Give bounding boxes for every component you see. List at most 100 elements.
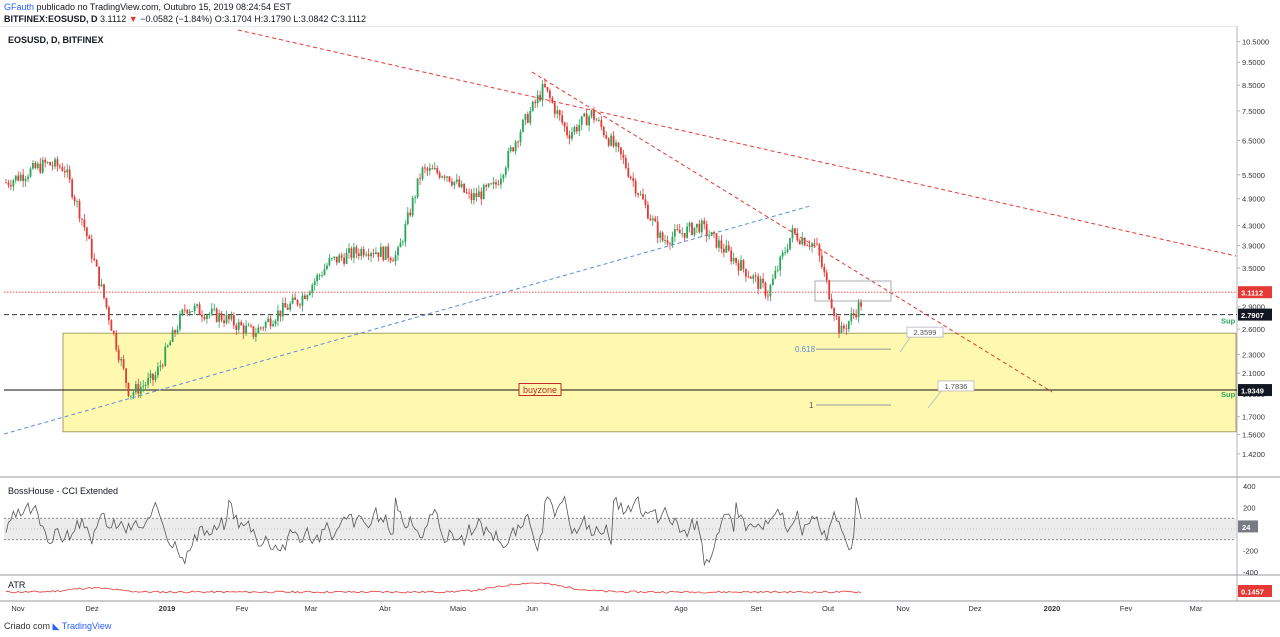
candle-body [696, 223, 698, 228]
candle-body [798, 240, 801, 245]
candle-body [149, 373, 152, 379]
buy-zone-rect [62, 332, 1237, 433]
candle-body [463, 183, 466, 193]
candle-body [130, 395, 132, 397]
candle-body [416, 178, 419, 198]
candle-body [100, 284, 103, 287]
candle-body [264, 321, 267, 328]
time-axis: Nov Dez 2019 Fev Mar Abr Maio Jun Jul Ago Set Out No… [11, 604, 1203, 613]
candle-body [389, 258, 392, 261]
candle-body [720, 240, 723, 249]
fib-callout-connector [899, 335, 912, 353]
tradingview-link[interactable]: TradingView [61, 621, 112, 631]
candle-body [122, 358, 125, 369]
candle-body [698, 223, 701, 233]
candle-body [357, 253, 360, 256]
symbol-name: BITFINEX:EOSUSD, D [4, 14, 98, 24]
candle-body [857, 302, 860, 318]
candle-body [752, 275, 755, 279]
candle-body [134, 384, 137, 393]
candle-body [784, 252, 786, 253]
candle-body [316, 275, 319, 282]
candle-body [272, 324, 274, 327]
candle-body [595, 119, 598, 121]
candle-body [598, 120, 600, 121]
candle-body [235, 325, 238, 330]
candle-body [639, 194, 642, 195]
candle-body [745, 268, 747, 277]
candle-body [512, 147, 515, 152]
candle-body [196, 304, 198, 306]
candle-body [269, 318, 272, 327]
candle-body [321, 275, 323, 276]
price-tick-label: 2.1000 [1242, 369, 1265, 378]
candle-body [308, 292, 311, 296]
candle-body [669, 243, 671, 245]
candle-body [294, 297, 296, 300]
candle-body [671, 236, 674, 245]
publish-line: GFauth publicado no TradingView.com, Out… [4, 2, 291, 12]
publish-text: publicado no TradingView.com, Outubro 15… [36, 2, 292, 12]
candle-body [568, 135, 571, 139]
candle-body [549, 90, 551, 98]
candle-body [237, 322, 240, 330]
candle-body [504, 167, 507, 175]
candle-body [649, 218, 652, 221]
candle-body [546, 86, 549, 91]
candle-body [370, 253, 372, 257]
candle-body [44, 159, 47, 163]
support-label: Sup [1221, 317, 1236, 326]
candle-body [250, 325, 252, 327]
candle-body [335, 256, 338, 263]
candle-body [203, 316, 206, 320]
candle-body [764, 282, 767, 296]
candle-body [676, 229, 679, 230]
fib-callout-connector [927, 389, 943, 409]
candle-body [615, 142, 617, 147]
time-tick-label: Dez [85, 604, 99, 613]
candle-body [683, 232, 686, 238]
candle-body [757, 276, 760, 289]
candle-body [681, 232, 684, 234]
candle-body [95, 260, 98, 267]
candle-body [487, 183, 490, 187]
candle-body [360, 248, 363, 256]
candle-body [402, 241, 404, 243]
candle-body [732, 257, 735, 262]
candle-body [154, 375, 157, 380]
author-link[interactable]: GFauth [4, 2, 35, 12]
chart-frame[interactable]: 0.618 2.3599 1 1.7836 buyzone Sup Sup EOSUSD, D… [0, 25, 1280, 619]
atr-title: ATR [8, 580, 26, 590]
candle-body [330, 257, 333, 259]
candle-body [387, 246, 390, 259]
time-tick-label: 2019 [159, 604, 176, 613]
price-badge [1238, 286, 1272, 299]
cci-panel: 400 200 -200 -400 24 [4, 482, 1258, 577]
candle-body [843, 325, 845, 329]
candle-body [284, 302, 287, 308]
candle-body [526, 114, 529, 123]
candle-body [32, 162, 34, 169]
candle-body [166, 345, 169, 347]
cci-tick-label: 400 [1243, 482, 1256, 491]
down-arrow-icon: ▼ [128, 14, 138, 24]
chart-svg[interactable]: 0.618 2.3599 1 1.7836 buyzone Sup Sup EOSUSD, D… [0, 25, 1280, 619]
candle-body [255, 333, 257, 337]
candle-body [181, 309, 184, 315]
price-tick-label: 1.4200 [1242, 450, 1265, 459]
candle-body [458, 179, 461, 187]
cci-title: BossHouse - CCI Extended [8, 486, 118, 496]
candle-body [328, 258, 331, 266]
candle-body [5, 182, 7, 184]
candle-body [708, 235, 711, 237]
candle-body [139, 386, 142, 394]
candle-body [678, 229, 681, 234]
candle-body [71, 179, 74, 198]
chart-title: EOSUSD, D, BITFINEX [8, 35, 104, 45]
candle-body [247, 325, 250, 327]
candle-body [382, 246, 385, 260]
candle-body [377, 252, 380, 257]
fib-price-label: 2.3599 [914, 328, 937, 337]
tradingview-logo-icon: ◣ [52, 621, 60, 631]
candle-body [24, 178, 27, 182]
